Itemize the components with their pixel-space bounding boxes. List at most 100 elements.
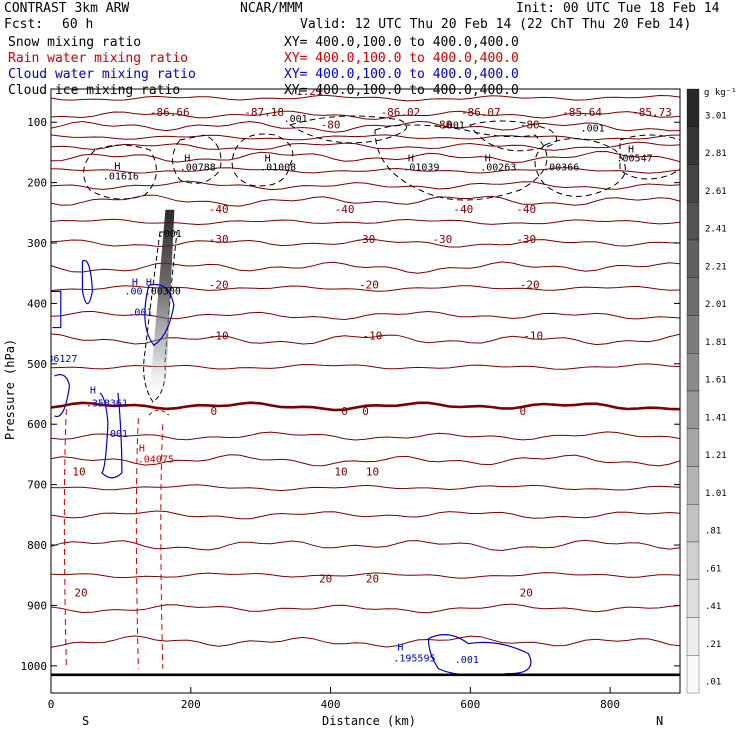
cloud-water-contour [144, 283, 175, 347]
cloud-ice-contour [534, 138, 626, 197]
cloud-ice-label: .00366 [543, 163, 579, 174]
isotherm-label: -30 [356, 233, 376, 246]
isotherm-line [51, 180, 680, 191]
cloud-water-label: H [90, 385, 96, 396]
colorbar-swatch [686, 126, 700, 165]
init-time: Init: 00 UTC Tue 18 Feb 14 [516, 1, 720, 16]
colorbar-label: .41 [705, 602, 721, 612]
isotherm-label: -71.21 [283, 85, 323, 98]
rain-water-contour [148, 409, 170, 416]
colorbar-swatch [686, 277, 700, 316]
legend-rain-label: Rain water mixing ratio [8, 51, 188, 66]
valid-time: Valid: 12 UTC Thu 20 Feb 14 (22 ChT Thu … [300, 17, 691, 32]
y-tick-label: 700 [27, 479, 47, 492]
colorbar-label: 2.01 [705, 300, 727, 310]
colorbar-label: .81 [705, 527, 721, 537]
y-tick-label: 400 [27, 297, 47, 310]
y-tick-label: 500 [27, 358, 47, 371]
x-tick-label: 800 [600, 698, 620, 711]
rain-water-contour [160, 424, 164, 669]
cloud-ice-contour [374, 124, 548, 201]
colorbar-swatch [686, 466, 700, 505]
cloud-ice-contour [469, 120, 558, 152]
cloud-water-label: H [397, 643, 403, 654]
isotherm-label: 20 [520, 586, 533, 599]
cloud-water-contour [427, 634, 532, 676]
cloud-ice-label: .00788 [180, 163, 216, 174]
rain-water-label: H [139, 443, 145, 454]
isotherm-label: -85.73 [632, 106, 672, 119]
cloud-ice-contour [83, 144, 157, 200]
isotherm-label: -10 [523, 330, 543, 343]
isotherm-label: 0 [341, 405, 348, 418]
cloud-water-contour [51, 290, 62, 329]
source-title: NCAR/MMM [240, 1, 303, 16]
colorbar-label: .01 [705, 678, 721, 688]
isotherm-label: 0 [211, 405, 218, 418]
cloud-ice-label: .01039 [403, 163, 439, 174]
legend-snow-label: Snow mixing ratio [8, 35, 141, 50]
cloud-ice-label: .01616 [103, 172, 139, 183]
cloud-ice-label: H [485, 153, 491, 164]
cloud-water-contour [81, 259, 94, 305]
isotherm-label: -30 [432, 233, 452, 246]
colorbar-label: .61 [705, 564, 721, 574]
isotherm-label: 10 [334, 466, 347, 479]
isotherm-label: -86.66 [150, 106, 190, 119]
cloud-water-label: .001 [104, 429, 128, 440]
isotherm-label: -40 [335, 203, 355, 216]
isotherm-label: 10 [72, 466, 85, 479]
cloud-water-label: .195595 [393, 654, 435, 665]
cloud-water-label: .00 [124, 286, 142, 297]
cloud-ice-label: H [408, 153, 414, 164]
isotherm-line [51, 194, 680, 207]
x-tick-label: 600 [460, 698, 480, 711]
y-tick-label: 600 [27, 418, 47, 431]
cloud-ice-label: .00263 [480, 163, 516, 174]
colorbar-swatch [686, 202, 700, 241]
cloud-ice-contour [288, 115, 408, 144]
y-tick-label: 100 [27, 116, 47, 129]
x-tick-label: 400 [321, 698, 341, 711]
colorbar-label: 1.81 [705, 338, 727, 348]
isotherm-line [51, 431, 680, 441]
isotherm-label: -87.18 [244, 106, 284, 119]
isotherm-label: 10 [366, 466, 379, 479]
cloud-ice-label: H [184, 153, 190, 164]
colorbar: 3.01 2.81 2.61 2.41 2.21 2.01 1.81 1.61 1.41 1.21… [686, 88, 727, 694]
isotherm-line [51, 484, 680, 492]
y-tick-label: 200 [27, 177, 47, 190]
legend-cloud-ice-label: Cloud ice mixing ratio [8, 83, 180, 98]
colorbar-swatch [686, 164, 700, 203]
isotherm-line [51, 120, 680, 133]
colorbar-label: 1.61 [705, 376, 727, 386]
colorbar-swatch [686, 315, 700, 354]
colorbar-swatch [686, 655, 700, 694]
isotherm-label: 20 [74, 586, 87, 599]
colorbar-label: 1.01 [705, 489, 727, 499]
isotherm-line [51, 363, 680, 370]
isotherm-label: -86.02 [381, 106, 421, 119]
legend-snow-xy: XY= 400.0,100.0 to 400.0,400.0 [284, 35, 519, 50]
cloud-ice-label: .001 [441, 120, 465, 131]
isotherm-line [51, 572, 680, 579]
cloud-ice-label: .001 [581, 123, 605, 134]
rain-water-label: .04075 [138, 454, 174, 465]
colorbar-swatch [686, 88, 700, 127]
colorbar-swatch [686, 390, 700, 429]
isotherm-line [51, 285, 680, 292]
isotherm-label: -10 [209, 330, 229, 343]
legend-cloud-water-xy: XY= 400.0,100.0 to 400.0,400.0 [284, 67, 519, 82]
plot-area: -71.21 -86.66 -87.18 -86.02 -86.07 -85.64 -85.… [21, 85, 681, 711]
isotherm-label: -20 [209, 278, 229, 291]
isotherm-label: -40 [516, 203, 536, 216]
isotherm-label: -80 [321, 118, 341, 131]
cloud-water-contour [54, 374, 71, 418]
experiment-title: CONTRAST 3km ARW [4, 1, 129, 16]
cloud-water-label: .001 [128, 308, 152, 319]
x-tick-label: 200 [181, 698, 201, 711]
isotherm-line [51, 94, 680, 102]
isotherm-line [51, 454, 680, 467]
colorbar-label: 2.21 [705, 262, 727, 272]
cloud-ice-contour [143, 231, 178, 403]
